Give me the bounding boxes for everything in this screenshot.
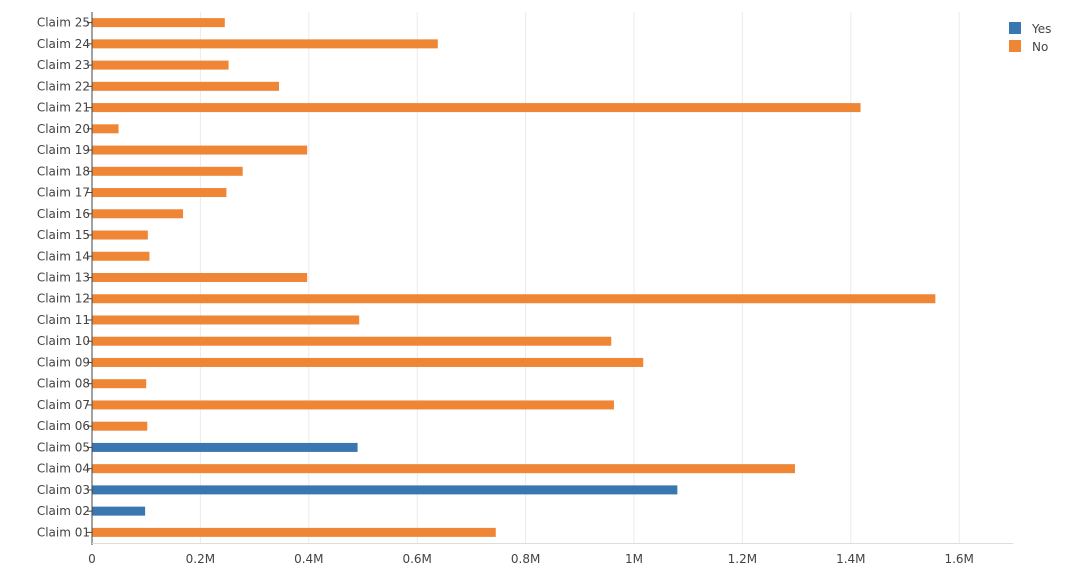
axes <box>91 12 1014 545</box>
bar-no-claim-10 <box>92 336 612 346</box>
y-tick-label: Claim 19 <box>37 143 90 157</box>
y-tick-label: Claim 23 <box>37 58 90 72</box>
bar-no-claim-19 <box>92 145 308 155</box>
y-tick-label: Claim 24 <box>37 37 90 51</box>
y-tick-label: Claim 08 <box>37 377 90 391</box>
legend-label-yes: Yes <box>1031 22 1051 36</box>
y-tick-label: Claim 03 <box>37 483 90 497</box>
y-tick-label: Claim 13 <box>37 271 90 285</box>
x-tick-label: 0.6M <box>402 552 431 566</box>
y-tick-label: Claim 22 <box>37 79 90 93</box>
y-tick-label: Claim 20 <box>37 122 90 136</box>
bar-no-claim-07 <box>92 400 614 410</box>
bar-no-claim-24 <box>92 39 438 49</box>
x-tick-label: 0.4M <box>294 552 323 566</box>
bar-no-claim-14 <box>92 251 150 261</box>
bar-no-claim-13 <box>92 273 308 282</box>
y-tick-label: Claim 05 <box>37 440 90 454</box>
gridlines <box>199 12 960 543</box>
bars <box>92 18 936 537</box>
legend[interactable]: Yes No <box>1009 22 1051 54</box>
y-tick-label: Claim 21 <box>37 101 90 115</box>
legend-label-no: No <box>1032 40 1048 54</box>
x-tick-label: 1M <box>625 552 643 566</box>
y-tick-label: Claim 14 <box>37 249 90 263</box>
bar-no-claim-12 <box>92 294 936 304</box>
y-tick-label: Claim 12 <box>37 292 90 306</box>
bar-yes-claim-02 <box>92 506 146 516</box>
bar-no-claim-01 <box>92 527 496 537</box>
y-tick-label: Claim 18 <box>37 164 90 178</box>
bar-no-claim-16 <box>92 209 184 219</box>
y-tick-label: Claim 02 <box>37 504 90 518</box>
y-tick-label: Claim 09 <box>37 355 90 369</box>
y-tick-label: Claim 16 <box>37 207 90 221</box>
bar-no-claim-09 <box>92 357 644 367</box>
bar-no-claim-18 <box>92 166 243 176</box>
x-tick-label: 1.4M <box>836 552 865 566</box>
x-tick-label: 0.2M <box>186 552 215 566</box>
x-tick-label: 0 <box>88 552 96 566</box>
x-tick-label: 1.6M <box>944 552 973 566</box>
bar-no-claim-20 <box>92 124 119 134</box>
bar-no-claim-17 <box>92 188 227 198</box>
bar-no-claim-25 <box>92 18 225 28</box>
y-tick-label: Claim 11 <box>37 313 90 327</box>
bar-no-claim-23 <box>92 60 229 70</box>
y-tick-label: Claim 17 <box>37 186 90 200</box>
y-tick-label: Claim 15 <box>37 228 90 242</box>
y-tick-label: Claim 07 <box>37 398 90 412</box>
x-tick-label: 0.8M <box>511 552 540 566</box>
y-tick-label: Claim 10 <box>37 334 90 348</box>
legend-swatch-no <box>1009 40 1021 52</box>
bar-no-claim-11 <box>92 315 360 325</box>
x-tick-label: 1.2M <box>728 552 757 566</box>
legend-swatch-yes <box>1009 22 1021 34</box>
y-tick-labels: Claim 01 Claim 02 Claim 03 Claim 04 Claim 05… <box>37 16 92 539</box>
bar-no-claim-15 <box>92 230 148 240</box>
x-tick-labels: 0 0.2M 0.4M 0.6M 0.8M 1M 1.2M 1.4M 1.6M <box>88 552 974 566</box>
bar-yes-claim-05 <box>92 442 358 452</box>
y-tick-label: Claim 04 <box>37 462 90 476</box>
bar-no-claim-04 <box>92 464 795 474</box>
bar-no-claim-08 <box>92 379 147 389</box>
bar-yes-claim-03 <box>92 485 678 495</box>
y-tick-label: Claim 01 <box>37 525 90 539</box>
bar-no-claim-06 <box>92 421 148 431</box>
bar-no-claim-22 <box>92 81 279 91</box>
y-tick-label: Claim 06 <box>37 419 90 433</box>
bar-no-claim-21 <box>92 103 861 113</box>
y-tick-label: Claim 25 <box>37 16 90 30</box>
